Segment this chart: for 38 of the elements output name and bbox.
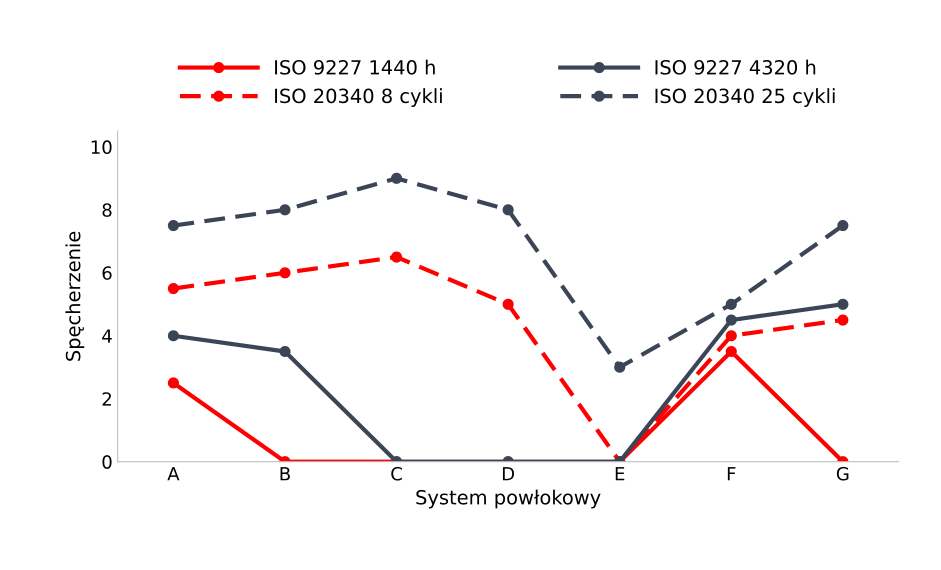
legend-label: ISO 9227 4320 h <box>656 60 816 75</box>
point <box>837 314 848 326</box>
point <box>279 346 291 358</box>
point <box>837 220 848 232</box>
legend-label: ISO 9227 1440 h <box>275 60 435 75</box>
y-axis-title: Spęcherzenie <box>65 232 84 361</box>
x-tick-label: D <box>502 467 514 480</box>
y-tick-label: 8 <box>102 203 112 217</box>
point <box>502 204 514 216</box>
point <box>726 298 737 310</box>
point <box>168 282 179 294</box>
point <box>502 298 514 310</box>
x-axis-title: System powłokowy <box>416 490 601 508</box>
x-tick-label: B <box>280 467 290 480</box>
point <box>726 330 737 342</box>
point <box>168 220 179 232</box>
x-tick-label: F <box>728 467 736 480</box>
point <box>391 172 402 184</box>
y-tick-label: 0 <box>102 455 112 469</box>
point <box>168 330 179 342</box>
point <box>837 298 848 310</box>
y-tick-label: 6 <box>102 266 112 280</box>
point <box>726 314 737 326</box>
x-tick-label: A <box>167 467 180 480</box>
point <box>391 251 402 263</box>
y-tick-label: 2 <box>102 392 111 406</box>
point <box>279 204 291 216</box>
point <box>614 362 626 373</box>
legend-label: ISO 20340 8 cykli <box>275 88 442 107</box>
legend-label: ISO 20340 25 cykli <box>656 88 835 107</box>
point <box>279 267 291 278</box>
x-tick-label: C <box>391 466 402 481</box>
y-tick-label: 4 <box>102 329 112 343</box>
x-tick-label: E <box>616 467 624 480</box>
x-tick-label: G <box>836 466 848 481</box>
y-tick-label: 10 <box>92 140 112 154</box>
point <box>726 346 737 358</box>
point <box>168 377 179 389</box>
